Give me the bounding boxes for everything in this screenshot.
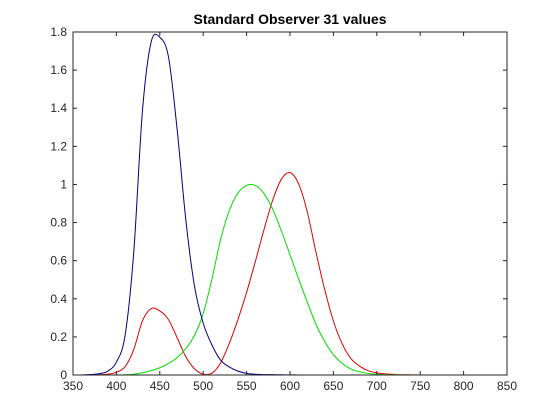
x-tick-label: 800 xyxy=(454,379,474,393)
y-tick-label: 1.6 xyxy=(50,63,67,77)
axes-layer: 350 400 450 500 550 600 650 700 750 800 850 0 0.2 0.4… xyxy=(50,25,517,393)
y-tick-label: 0.6 xyxy=(50,254,67,268)
y-tick-label: 0 xyxy=(60,368,67,382)
y-tick-label: 0.8 xyxy=(50,216,67,230)
x-tick-label: 850 xyxy=(497,379,517,393)
y-tick-label: 0.2 xyxy=(50,330,67,344)
y-tick-label: 1.2 xyxy=(50,139,67,153)
y-tick-label: 0.4 xyxy=(50,292,67,306)
x-tick-label: 450 xyxy=(150,379,170,393)
x-tick-label: 550 xyxy=(237,379,257,393)
chart-title: Standard Observer 31 values xyxy=(194,11,387,27)
y-tick-label: 1.8 xyxy=(50,25,67,39)
x-tick-label: 600 xyxy=(280,379,300,393)
x-tick-label: 750 xyxy=(410,379,430,393)
plot-background xyxy=(73,32,507,375)
x-tick-label: 500 xyxy=(193,379,213,393)
y-tick-label: 1 xyxy=(60,177,67,191)
x-tick-label: 400 xyxy=(106,379,126,393)
x-tick-label: 700 xyxy=(367,379,387,393)
x-tick-label: 650 xyxy=(323,379,343,393)
x-tick-label: 350 xyxy=(63,379,83,393)
y-tick-label: 1.4 xyxy=(50,101,67,115)
